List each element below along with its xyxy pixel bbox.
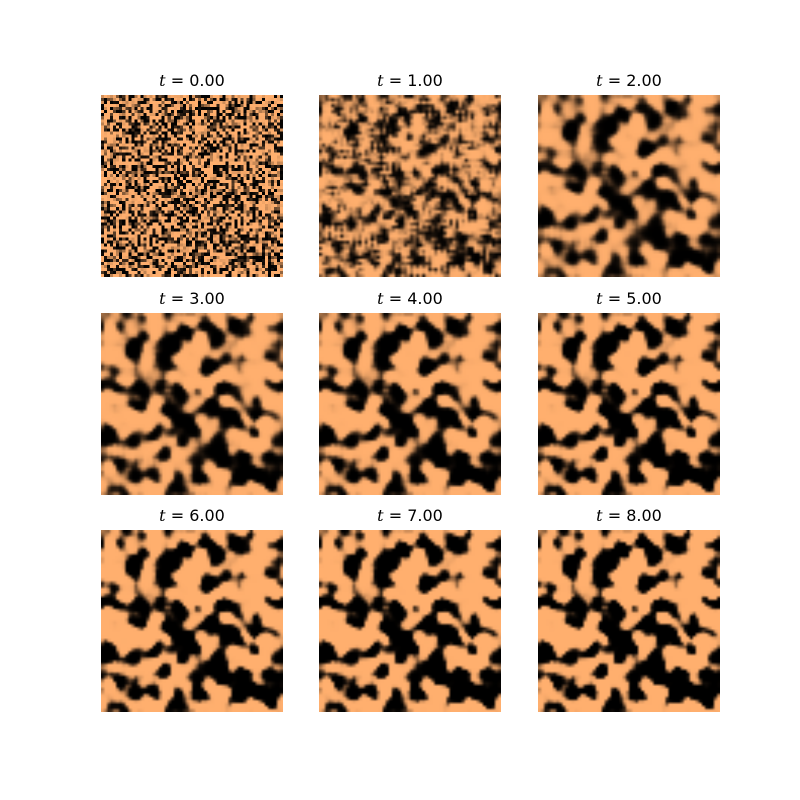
panel-title: t = 7.00 — [377, 506, 443, 525]
panel-title: t = 5.00 — [596, 289, 662, 308]
time-value: 4.00 — [407, 289, 443, 308]
time-value: 7.00 — [407, 506, 443, 525]
time-variable: t — [377, 289, 384, 308]
field-image — [101, 530, 283, 712]
time-variable: t — [377, 71, 384, 90]
field-image — [319, 530, 501, 712]
time-variable: t — [159, 71, 166, 90]
time-variable: t — [159, 506, 166, 525]
time-variable: t — [377, 506, 384, 525]
field-image — [101, 95, 283, 277]
field-image — [101, 313, 283, 495]
field-image — [319, 313, 501, 495]
time-value: 1.00 — [407, 71, 443, 90]
field-image — [538, 530, 720, 712]
panel-title: t = 8.00 — [596, 506, 662, 525]
panel-t1: t = 1.00 — [319, 71, 501, 277]
time-variable: t — [596, 71, 603, 90]
field-image — [538, 95, 720, 277]
panel-title: t = 3.00 — [159, 289, 225, 308]
panel-t7: t = 7.00 — [319, 506, 501, 712]
panel-t4: t = 4.00 — [319, 289, 501, 495]
time-value: 2.00 — [626, 71, 662, 90]
panel-title: t = 2.00 — [596, 71, 662, 90]
time-value: 0.00 — [189, 71, 225, 90]
time-value: 5.00 — [626, 289, 662, 308]
time-value: 3.00 — [189, 289, 225, 308]
panel-t6: t = 6.00 — [101, 506, 283, 712]
time-value: 8.00 — [626, 506, 662, 525]
time-variable: t — [596, 506, 603, 525]
panel-t8: t = 8.00 — [538, 506, 720, 712]
time-value: 6.00 — [189, 506, 225, 525]
panel-t2: t = 2.00 — [538, 71, 720, 277]
time-variable: t — [596, 289, 603, 308]
field-image — [538, 313, 720, 495]
panel-t3: t = 3.00 — [101, 289, 283, 495]
panel-title: t = 6.00 — [159, 506, 225, 525]
time-variable: t — [159, 289, 166, 308]
panel-t5: t = 5.00 — [538, 289, 720, 495]
panel-title: t = 0.00 — [159, 71, 225, 90]
panel-title: t = 4.00 — [377, 289, 443, 308]
panel-t0: t = 0.00 — [101, 71, 283, 277]
panel-title: t = 1.00 — [377, 71, 443, 90]
field-image — [319, 95, 501, 277]
